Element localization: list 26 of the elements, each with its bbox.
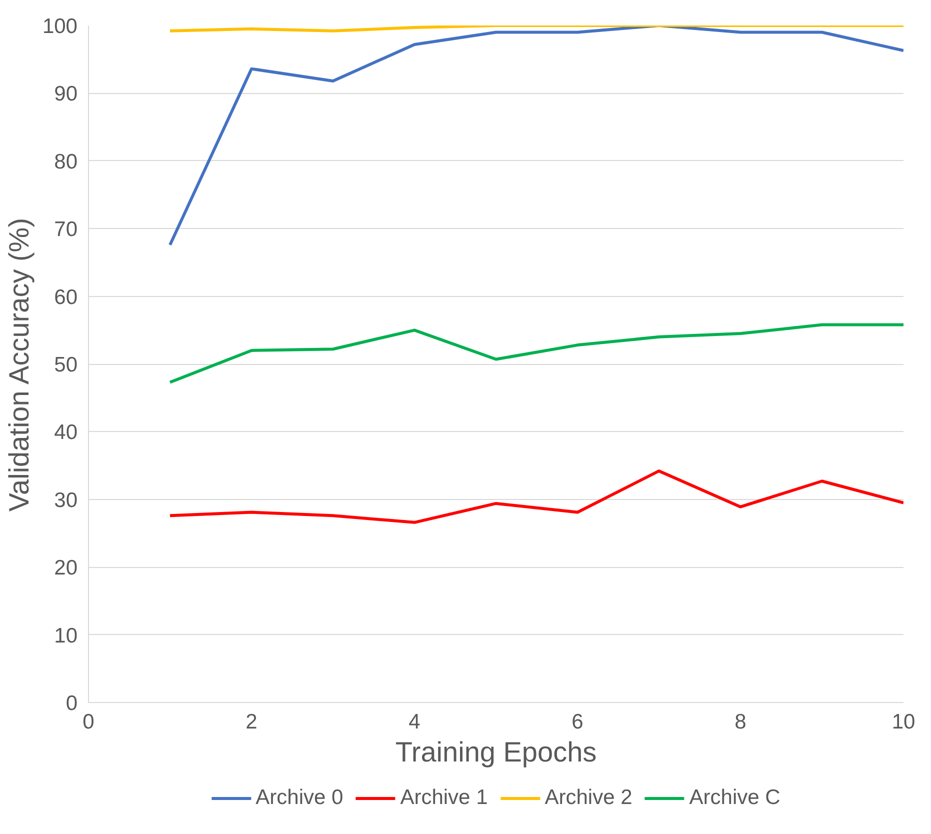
legend-label: Archive C xyxy=(689,786,780,810)
legend-label: Archive 0 xyxy=(256,786,344,810)
x-tick-label: 8 xyxy=(734,710,746,734)
line-series xyxy=(168,469,904,524)
y-tick-label: 50 xyxy=(54,354,78,376)
y-tick-label: 90 xyxy=(54,82,78,106)
y-tick-label: 40 xyxy=(54,421,78,444)
y-tick-label: 0 xyxy=(66,692,78,715)
x-tick-label: 4 xyxy=(408,710,421,734)
y-tick-label: 70 xyxy=(54,218,78,242)
y-tick-label: 10 xyxy=(54,624,78,648)
legend-label: Archive 2 xyxy=(544,786,632,810)
y-tick-label: 30 xyxy=(54,488,78,512)
x-tick-label: 6 xyxy=(572,710,584,734)
x-tick-label: 0 xyxy=(82,710,94,734)
y-axis-title: Validation Accuracy (%) xyxy=(3,218,34,512)
legend-label: Archive 1 xyxy=(400,786,488,810)
y-tick-label: 60 xyxy=(54,286,78,309)
line-series xyxy=(168,323,904,384)
x-tick-label: 2 xyxy=(246,710,258,734)
x-tick-label: 10 xyxy=(892,710,916,734)
y-tick-label: 80 xyxy=(54,150,78,174)
y-tick-label: 100 xyxy=(42,15,78,38)
line-series xyxy=(168,26,904,246)
x-axis-title: Training Epochs xyxy=(395,736,597,768)
y-tick-label: 20 xyxy=(54,556,78,580)
